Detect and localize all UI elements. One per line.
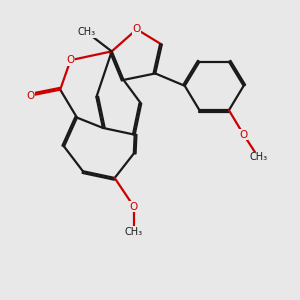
Text: O: O [130,202,138,212]
Text: O: O [133,24,141,34]
Text: O: O [239,130,248,140]
Text: CH₃: CH₃ [249,152,267,162]
Text: CH₃: CH₃ [78,27,96,37]
Text: CH₃: CH₃ [125,227,143,237]
Text: O: O [27,91,35,100]
Text: O: O [66,55,75,65]
